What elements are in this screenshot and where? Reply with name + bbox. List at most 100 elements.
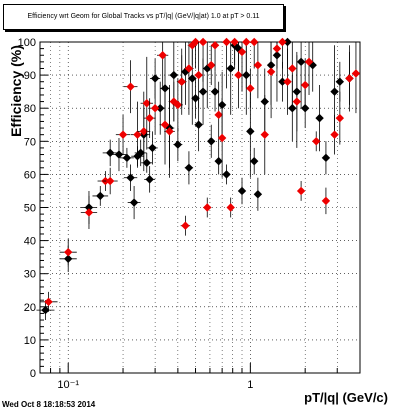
data-point	[150, 104, 160, 113]
data-point	[84, 208, 94, 217]
data-point	[278, 77, 287, 86]
y-tick-label: 50	[24, 203, 36, 215]
data-point	[351, 69, 361, 78]
data-point	[217, 133, 227, 143]
data-point	[64, 247, 73, 257]
y-tick-label: 0	[30, 368, 36, 380]
data-point	[266, 67, 276, 76]
data-point	[173, 140, 183, 149]
data-point	[165, 127, 174, 136]
data-point	[145, 113, 154, 123]
data-point	[230, 37, 239, 47]
data-point	[226, 64, 235, 73]
data-point	[142, 158, 151, 168]
chart-title: Efficiency wrt Geom for Global Tracks vs…	[27, 13, 260, 20]
data-point	[296, 57, 306, 67]
data-point	[139, 127, 148, 136]
data-point	[315, 113, 324, 123]
data-point	[210, 41, 220, 50]
data-point	[122, 153, 132, 163]
y-tick-label: 30	[24, 269, 36, 281]
data-point	[345, 74, 354, 83]
y-tick-label: 70	[24, 136, 36, 148]
data-point	[304, 57, 314, 67]
y-tick-label: 10	[24, 335, 36, 347]
data-point	[246, 127, 255, 136]
data-point	[133, 130, 142, 139]
y-axis-label: Efficiency (%)	[8, 45, 24, 137]
data-point	[283, 37, 292, 47]
y-tick-label: 60	[24, 169, 36, 181]
data-point	[184, 163, 194, 172]
data-point	[296, 186, 306, 196]
data-point	[114, 150, 124, 159]
data-point	[150, 74, 160, 83]
data-point	[188, 74, 197, 83]
data-point	[129, 198, 139, 207]
data-point	[169, 70, 179, 80]
data-point	[292, 97, 302, 106]
data-point	[160, 120, 170, 129]
y-tick-label: 20	[24, 302, 36, 314]
data-point	[96, 191, 105, 201]
data-point	[278, 37, 287, 47]
x-tick-label: 10⁻¹	[57, 379, 79, 391]
data-point	[136, 148, 145, 158]
data-point	[188, 41, 197, 50]
data-point	[191, 94, 200, 103]
data-point	[260, 130, 269, 139]
y-tick-label: 100	[18, 37, 36, 49]
data-point	[283, 77, 292, 86]
footer-timestamp: Wed Oct 8 18:18:53 2014	[2, 400, 96, 409]
data-point	[330, 130, 339, 139]
data-point	[105, 148, 115, 158]
data-point	[118, 130, 128, 139]
data-point	[250, 37, 259, 47]
data-point	[191, 37, 200, 47]
data-point	[246, 84, 255, 93]
data-point	[214, 156, 223, 166]
data-point	[214, 110, 223, 120]
data-point	[105, 176, 115, 186]
data-point	[335, 77, 345, 86]
data-point	[126, 82, 135, 91]
data-point	[250, 156, 259, 166]
data-point	[288, 64, 297, 73]
data-point	[242, 37, 251, 47]
data-point	[198, 87, 208, 96]
chart-title-box: Efficiency wrt Geom for Global Tracks vs…	[3, 4, 284, 30]
data-point	[148, 143, 157, 153]
y-tick-label: 90	[24, 70, 36, 82]
data-point	[234, 70, 243, 80]
data-point	[222, 37, 231, 47]
data-point	[44, 297, 53, 307]
data-point	[253, 60, 263, 70]
data-point	[207, 137, 216, 146]
data-point	[142, 99, 151, 108]
data-point	[184, 64, 194, 73]
data-point	[335, 113, 345, 123]
data-point	[321, 153, 331, 163]
data-point	[222, 170, 231, 179]
data-point	[194, 70, 203, 80]
data-point	[237, 186, 247, 196]
data-point	[126, 173, 135, 182]
data-point	[210, 87, 220, 96]
data-point	[207, 60, 216, 70]
data-point	[177, 77, 186, 86]
data-point	[226, 203, 235, 212]
data-point	[253, 190, 263, 199]
data-point	[173, 100, 183, 110]
data-point	[330, 87, 339, 96]
data-point	[41, 305, 50, 315]
data-point	[272, 44, 282, 53]
x-axis-label: pT/|q| (GeV/c)	[304, 390, 388, 405]
data-point	[321, 196, 331, 206]
data-point	[300, 80, 310, 90]
data-point	[181, 221, 190, 230]
data-point	[203, 203, 212, 212]
data-point	[237, 47, 247, 57]
y-tick-label: 80	[24, 103, 36, 115]
data-point	[158, 51, 167, 60]
